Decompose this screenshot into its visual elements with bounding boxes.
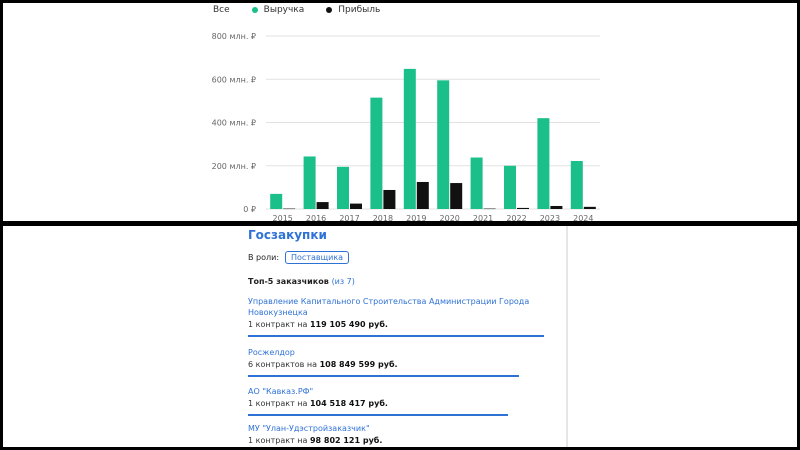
customer-item: АО "Кавказ.РФ" 1 контракт на 104 518 417… bbox=[248, 386, 558, 416]
profit-bar bbox=[350, 203, 362, 209]
customer-share-bar bbox=[248, 335, 544, 337]
profit-bar bbox=[383, 189, 396, 209]
revenue-bar bbox=[504, 165, 516, 209]
x-tick-label: 2015 bbox=[273, 214, 293, 221]
customer-name[interactable]: АО "Кавказ.РФ" bbox=[248, 387, 314, 396]
customer-contracts: 1 контракт на 98 802 121 руб. bbox=[248, 436, 558, 445]
procurement-panel: Госзакупки В роли: Поставщика Топ-5 зака… bbox=[3, 226, 797, 447]
legend-revenue-label: Выручка bbox=[263, 5, 305, 15]
legend-revenue-dot bbox=[251, 7, 258, 13]
profit-bar bbox=[583, 206, 596, 209]
customer-contracts: 6 контрактов на 108 849 599 руб. bbox=[248, 360, 558, 369]
role-label: В роли: bbox=[248, 253, 280, 262]
x-tick-label: 2016 bbox=[306, 214, 326, 221]
revenue-bar bbox=[403, 68, 416, 210]
y-tick-label: 400 млн. ₽ bbox=[212, 119, 256, 128]
top-customers-heading: Топ-5 заказчиков (из 7) bbox=[248, 277, 355, 286]
top-customers-count[interactable]: (из 7) bbox=[331, 277, 355, 286]
y-tick-label: 600 млн. ₽ bbox=[212, 75, 256, 84]
profit-bar bbox=[550, 205, 563, 209]
x-tick-label: 2023 bbox=[540, 214, 560, 221]
bar-chart: 0 ₽ 200 млн. ₽ 400 млн. ₽ 600 млн. ₽ 800 млн… bbox=[212, 32, 600, 221]
customer-name[interactable]: МУ "Улан-Удэстройзаказчик" bbox=[248, 424, 370, 433]
legend-profit-dot bbox=[326, 7, 333, 13]
x-tick-label: 2020 bbox=[440, 214, 460, 221]
profit-bar bbox=[316, 202, 329, 209]
y-tick-label: 0 ₽ bbox=[243, 205, 256, 214]
card-divider bbox=[566, 226, 568, 447]
x-tick-label: 2019 bbox=[406, 214, 426, 221]
customer-name[interactable]: Росжелдор bbox=[248, 348, 295, 357]
profit-bar bbox=[517, 207, 529, 209]
x-tick-label: 2018 bbox=[373, 214, 393, 221]
role-badge[interactable]: Поставщика bbox=[285, 251, 350, 264]
profit-bar bbox=[283, 208, 296, 210]
revenue-bar bbox=[470, 157, 483, 209]
customer-contracts-count: 1 контракт на bbox=[248, 320, 308, 329]
revenue-bar bbox=[570, 160, 583, 209]
customer-share-bar bbox=[248, 414, 508, 416]
revenue-bar bbox=[303, 156, 316, 209]
customer-contracts: 1 контракт на 119 105 490 руб. bbox=[248, 320, 558, 329]
role-row: В роли: Поставщика bbox=[248, 251, 350, 264]
y-tick-label: 200 млн. ₽ bbox=[212, 162, 256, 171]
x-tick-label: 2017 bbox=[339, 214, 359, 221]
revenue-bar bbox=[337, 166, 349, 209]
customer-share-bar bbox=[248, 375, 519, 377]
customer-contracts-count: 1 контракт на bbox=[248, 399, 308, 408]
x-tick-label: 2022 bbox=[506, 214, 526, 221]
legend-revenue[interactable]: Выручка bbox=[251, 5, 305, 15]
legend-all[interactable]: Все bbox=[213, 5, 230, 15]
revenue-bar bbox=[437, 80, 450, 209]
customer-name[interactable]: Управление Капитального Строительства Ад… bbox=[248, 297, 530, 317]
customer-item: МУ "Улан-Удэстройзаказчик" 1 контракт на… bbox=[248, 423, 558, 445]
customer-amount: 108 849 599 руб. bbox=[319, 360, 398, 369]
y-tick-label: 800 млн. ₽ bbox=[212, 32, 256, 41]
profit-bar bbox=[450, 183, 463, 209]
legend-profit-label: Прибыль bbox=[338, 5, 381, 15]
x-tick-label: 2021 bbox=[473, 214, 493, 221]
customer-item: Управление Капитального Строительства Ад… bbox=[248, 296, 558, 337]
finance-chart-panel: Все Выручка Прибыль 0 ₽ 200 млн. ₽ 400 млн… bbox=[3, 3, 797, 221]
customer-amount: 119 105 490 руб. bbox=[309, 320, 388, 329]
customer-amount: 98 802 121 руб. bbox=[309, 436, 383, 445]
top-customers-label: Топ-5 заказчиков bbox=[248, 277, 329, 286]
procurement-title[interactable]: Госзакупки bbox=[248, 228, 327, 242]
profit-bar bbox=[416, 181, 429, 209]
customer-amount: 104 518 417 руб. bbox=[309, 399, 388, 408]
revenue-bar bbox=[270, 193, 283, 209]
revenue-bar bbox=[537, 118, 550, 209]
legend-profit[interactable]: Прибыль bbox=[326, 5, 380, 15]
customer-contracts-count: 6 контрактов на bbox=[248, 360, 318, 369]
x-tick-label: 2024 bbox=[573, 214, 593, 221]
customer-contracts-count: 1 контракт на bbox=[248, 436, 308, 445]
revenue-bar bbox=[370, 97, 383, 209]
customer-contracts: 1 контракт на 104 518 417 руб. bbox=[248, 399, 558, 408]
profit-bar bbox=[483, 208, 496, 210]
customer-item: Росжелдор 6 контрактов на 108 849 599 ру… bbox=[248, 347, 558, 377]
chart-legend: Все Выручка Прибыль bbox=[213, 3, 380, 17]
